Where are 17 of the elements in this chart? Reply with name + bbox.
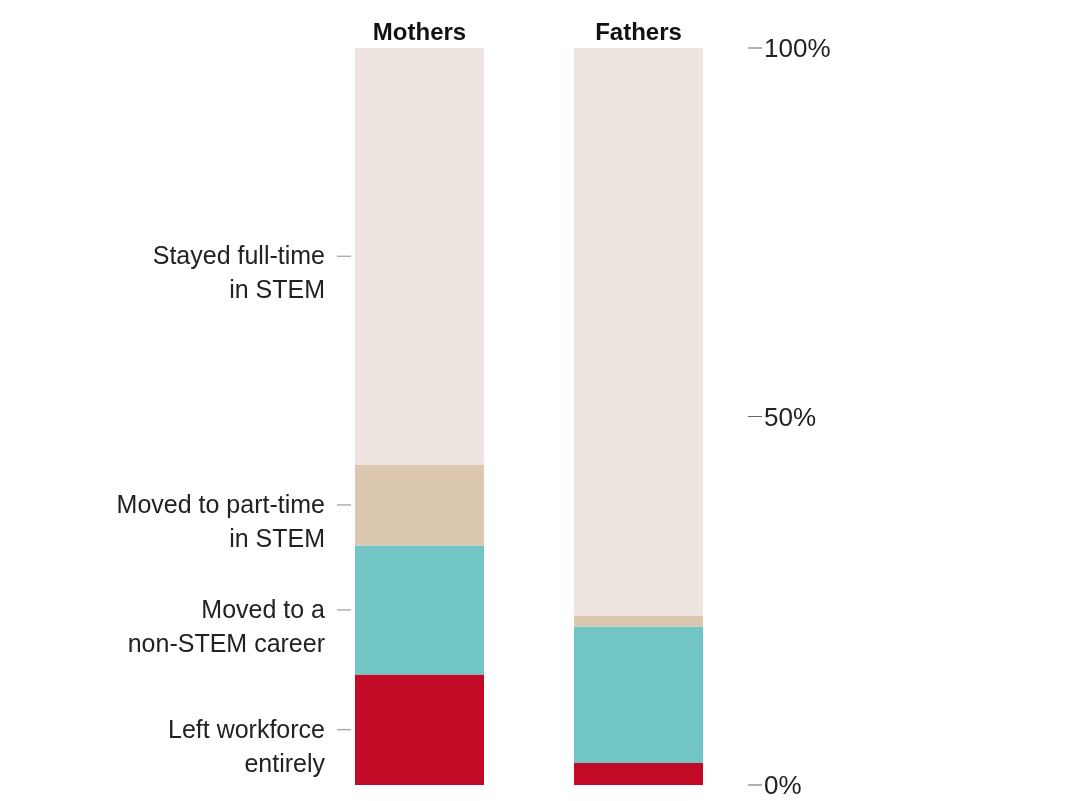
bar <box>355 545 484 675</box>
bar <box>574 626 703 763</box>
bar <box>355 464 484 546</box>
bar <box>574 48 703 616</box>
bar <box>574 762 703 785</box>
series-label: Moved to part-time in STEM <box>116 489 325 552</box>
y-tick-label: 50% <box>764 401 817 432</box>
bar <box>355 674 484 785</box>
series-label: Moved to a non-STEM career <box>127 594 326 657</box>
y-tick-label: 100% <box>764 33 831 64</box>
x-tick-label: Fathers <box>595 18 682 45</box>
bar <box>355 48 484 465</box>
x-tick-label: Mothers <box>372 18 467 45</box>
y-tick-label: 0% <box>764 770 802 801</box>
series-label: Left workforce entirely <box>167 714 326 777</box>
series-label: Stayed full-time in STEM <box>152 241 325 304</box>
bar <box>574 615 703 627</box>
